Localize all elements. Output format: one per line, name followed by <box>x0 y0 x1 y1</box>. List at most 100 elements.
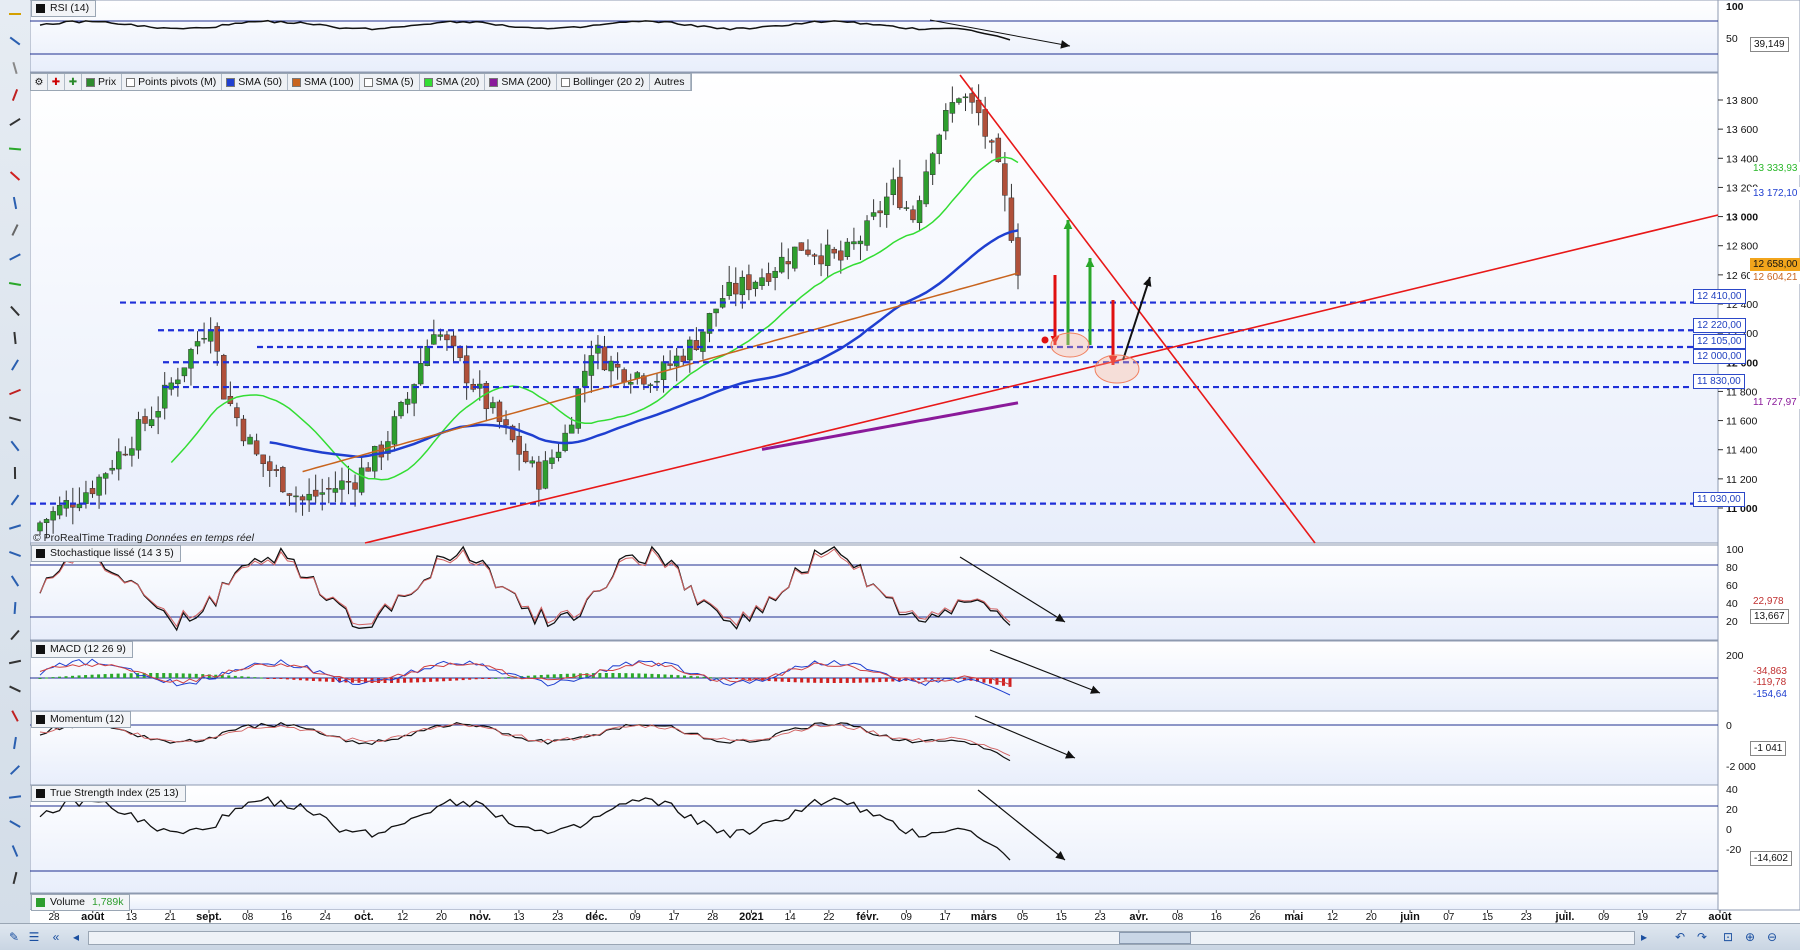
indicator-tab-sma50[interactable]: SMA (50) <box>222 74 289 90</box>
zigzag-icon[interactable] <box>5 409 25 429</box>
move-icon[interactable] <box>5 733 25 753</box>
time-tick-label: 09 <box>901 912 913 923</box>
horizontal-line-icon[interactable] <box>5 193 25 213</box>
candle-body <box>883 196 890 215</box>
macd-histogram-bar <box>84 675 88 678</box>
add-indicator-icon[interactable]: ✚ <box>48 74 65 90</box>
text-tool-icon[interactable] <box>5 463 25 483</box>
document-icon[interactable] <box>5 625 25 645</box>
lock-icon[interactable] <box>5 760 25 780</box>
red-line-icon[interactable] <box>5 166 25 186</box>
time-tick-label: 23 <box>1521 912 1533 923</box>
candle-body <box>831 248 837 254</box>
volume-panel-title: Volume 1,789k <box>31 894 131 911</box>
indicator-tab-prix[interactable]: Prix <box>82 74 123 90</box>
scroll-right-icon[interactable]: ▸ <box>1640 930 1648 944</box>
channel-icon[interactable] <box>5 382 25 402</box>
candle-body <box>102 473 109 479</box>
vertical-line-icon[interactable] <box>5 328 25 348</box>
text-t-icon[interactable] <box>5 652 25 672</box>
macd-line <box>39 658 1011 696</box>
indicator-tab-sma200[interactable]: SMA (200) <box>485 74 557 90</box>
candle-body <box>824 244 831 266</box>
undo-icon[interactable]: ↶ <box>1674 930 1686 944</box>
brush-icon[interactable] <box>5 706 25 726</box>
macd-histogram-bar <box>604 673 608 678</box>
sma200-line <box>761 401 1019 451</box>
candle-body <box>70 504 76 508</box>
macd-histogram-bar <box>175 673 179 678</box>
macd-histogram-bar <box>871 678 875 683</box>
macd-value-label-2: -119,78 <box>1750 676 1790 689</box>
indicator-tab-points-pivots[interactable]: Points pivots (M) <box>122 74 223 90</box>
fib-arc-icon[interactable] <box>5 598 25 618</box>
arrow-tool-icon[interactable] <box>5 301 25 321</box>
green-line-icon[interactable] <box>5 139 25 159</box>
sma100-line <box>302 272 1019 473</box>
candle-body <box>83 492 89 504</box>
gann-icon[interactable] <box>5 490 25 510</box>
scroll-thumb[interactable] <box>1119 932 1191 944</box>
shapes-icon[interactable] <box>5 517 25 537</box>
candle-body <box>568 424 575 434</box>
collapse-icon[interactable]: « <box>52 930 60 944</box>
indicator-tab-sma20[interactable]: SMA (20) <box>420 74 486 90</box>
trash-icon[interactable] <box>5 220 25 240</box>
indicator-tab-sma5[interactable]: SMA (5) <box>360 74 420 90</box>
rising-trendline <box>364 214 1719 544</box>
scroll-left-icon[interactable]: ◂ <box>72 930 80 944</box>
measure-icon[interactable] <box>5 247 25 267</box>
last-signal-dot <box>1041 336 1049 344</box>
pencil-icon[interactable] <box>5 31 25 51</box>
redo-icon[interactable]: ↷ <box>1696 930 1708 944</box>
candle-body <box>1008 197 1015 241</box>
indicator-tab-sma100[interactable]: SMA (100) <box>288 74 360 90</box>
fibonacci-icon[interactable] <box>5 355 25 375</box>
macd-histogram-bar <box>97 674 101 678</box>
diagonal-icon[interactable] <box>5 841 25 861</box>
zoom-in-icon[interactable]: ⊕ <box>1744 930 1756 944</box>
macd-value-label-3: -154,64 <box>1750 688 1790 701</box>
macd-histogram-bar <box>422 678 426 683</box>
pencil-icon[interactable]: ✎ <box>8 930 20 944</box>
time-tick-label: 12 <box>1327 912 1339 923</box>
text-t2-icon[interactable] <box>5 679 25 699</box>
macd-histogram-bar <box>891 678 895 682</box>
candle-body <box>96 476 102 496</box>
plus-icon[interactable] <box>5 814 25 834</box>
crosshair-icon[interactable] <box>5 544 25 564</box>
candle-body <box>641 375 647 385</box>
candle-body <box>247 436 253 445</box>
triangle-icon[interactable] <box>5 274 25 294</box>
indicator-tab-bollinger[interactable]: Bollinger (20 2) <box>557 74 651 90</box>
time-scrollbar[interactable] <box>88 931 1635 945</box>
pattern-icon[interactable] <box>5 436 25 456</box>
fib-fan-icon[interactable] <box>5 571 25 591</box>
candles-group <box>37 84 1021 539</box>
candle-body <box>56 504 63 516</box>
settings-icon[interactable]: ⚙ <box>31 74 48 90</box>
candle-body <box>194 341 201 347</box>
time-tick-label: 22 <box>823 912 835 923</box>
collapse-icon[interactable] <box>5 868 25 888</box>
bell-icon[interactable] <box>5 4 25 24</box>
ruler-icon[interactable] <box>5 58 25 78</box>
macd-histogram-bar <box>396 678 400 683</box>
time-tick-label: mars <box>971 911 997 923</box>
grid-icon[interactable] <box>5 787 25 807</box>
zoom-out-icon[interactable]: ⊖ <box>1766 930 1778 944</box>
rsi-axis-50: 50 <box>1726 33 1738 45</box>
sma50-value-label: 13 172,10 <box>1750 187 1800 200</box>
line-tool-icon[interactable] <box>5 112 25 132</box>
candle-body <box>260 454 266 465</box>
macd-histogram-bar <box>500 677 504 679</box>
magnet-icon[interactable] <box>5 85 25 105</box>
macd-histogram-bar <box>409 678 413 683</box>
sma20-swatch <box>423 77 433 87</box>
add-object-icon[interactable]: ✚ <box>65 74 82 90</box>
candle-body <box>785 261 792 265</box>
menu-icon[interactable]: ☰ <box>28 930 40 944</box>
indicator-tab-autres[interactable]: Autres <box>650 74 691 90</box>
zoom-box-icon[interactable]: ⊡ <box>1722 930 1734 944</box>
